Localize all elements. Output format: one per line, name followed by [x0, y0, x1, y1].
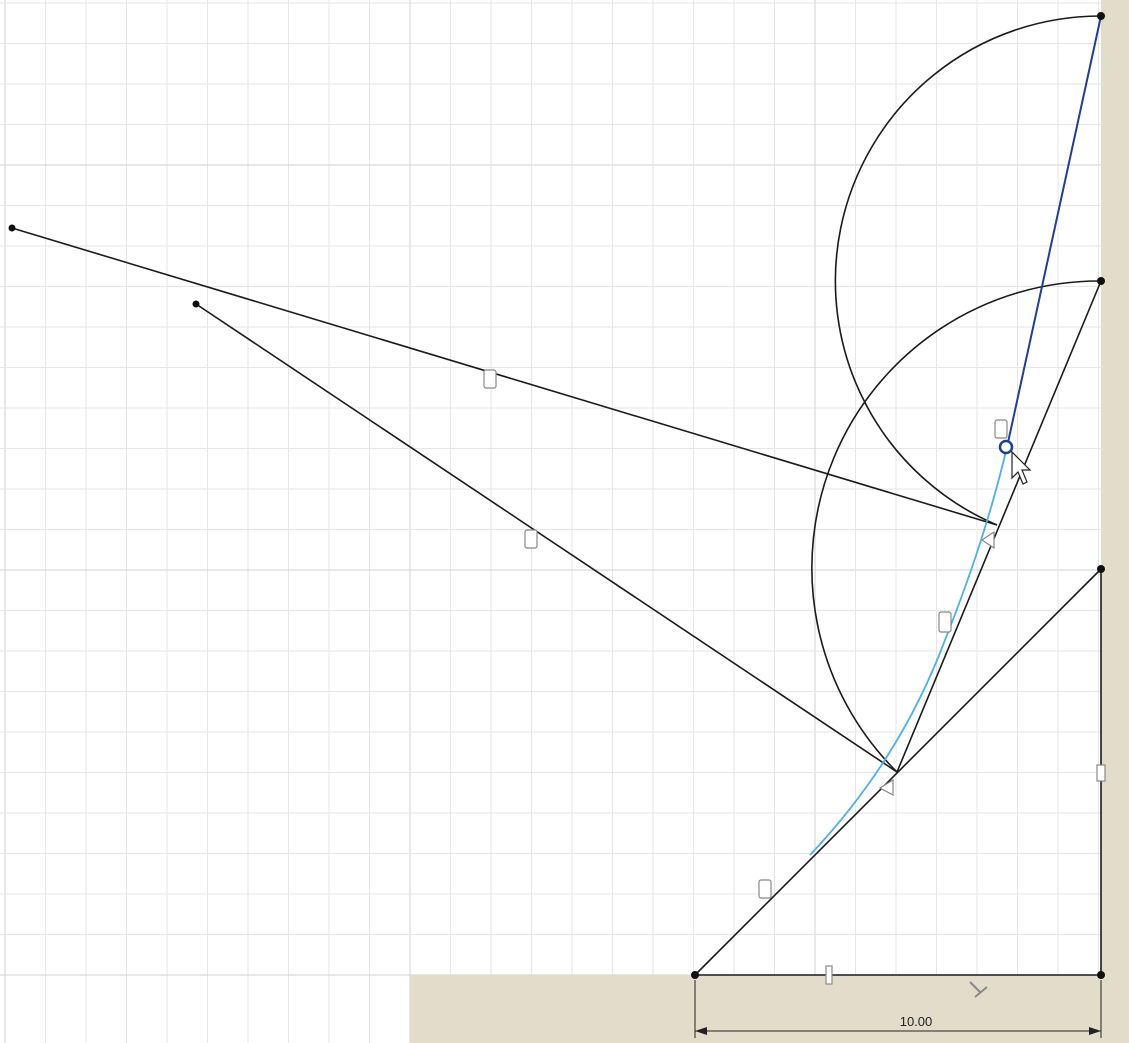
selected-line — [1006, 15, 1102, 448]
constraint — [524, 529, 538, 549]
constraint — [1096, 764, 1106, 782]
cursor — [998, 439, 1032, 485]
point — [1097, 565, 1105, 573]
constraint — [938, 611, 952, 633]
points — [8, 12, 1105, 979]
arc — [811, 280, 1102, 773]
point — [192, 300, 200, 308]
line — [694, 568, 1102, 976]
point — [1097, 971, 1105, 979]
line — [896, 280, 1102, 773]
point — [691, 971, 699, 979]
constraint — [825, 965, 833, 985]
constraint-icons — [483, 369, 1106, 998]
mouse-pointer — [1011, 450, 1032, 485]
axis-plane — [410, 975, 1101, 1043]
constraint — [980, 530, 995, 550]
snap-point — [998, 439, 1014, 455]
dimension: 10.00 — [694, 980, 1102, 1038]
line — [11, 227, 998, 526]
constraint — [758, 879, 772, 899]
sketch-geometry — [11, 15, 1102, 976]
dimension-label[interactable]: 10.00 — [900, 1014, 933, 1029]
spline-preview — [809, 446, 1008, 856]
line — [195, 303, 898, 773]
point — [1097, 12, 1105, 20]
axis-plane — [1101, 0, 1129, 1043]
point — [1097, 277, 1105, 285]
constraint — [969, 981, 988, 998]
constraint — [878, 778, 894, 797]
constraint — [994, 419, 1008, 439]
arc — [834, 15, 1102, 526]
constraint — [483, 369, 497, 389]
point — [8, 224, 16, 232]
